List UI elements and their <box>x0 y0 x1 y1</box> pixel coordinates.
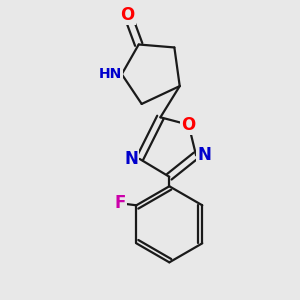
Text: O: O <box>121 6 135 24</box>
Text: N: N <box>198 146 212 164</box>
Text: N: N <box>124 150 138 168</box>
Text: O: O <box>182 116 196 134</box>
Text: HN: HN <box>98 67 122 81</box>
Text: F: F <box>114 194 125 212</box>
